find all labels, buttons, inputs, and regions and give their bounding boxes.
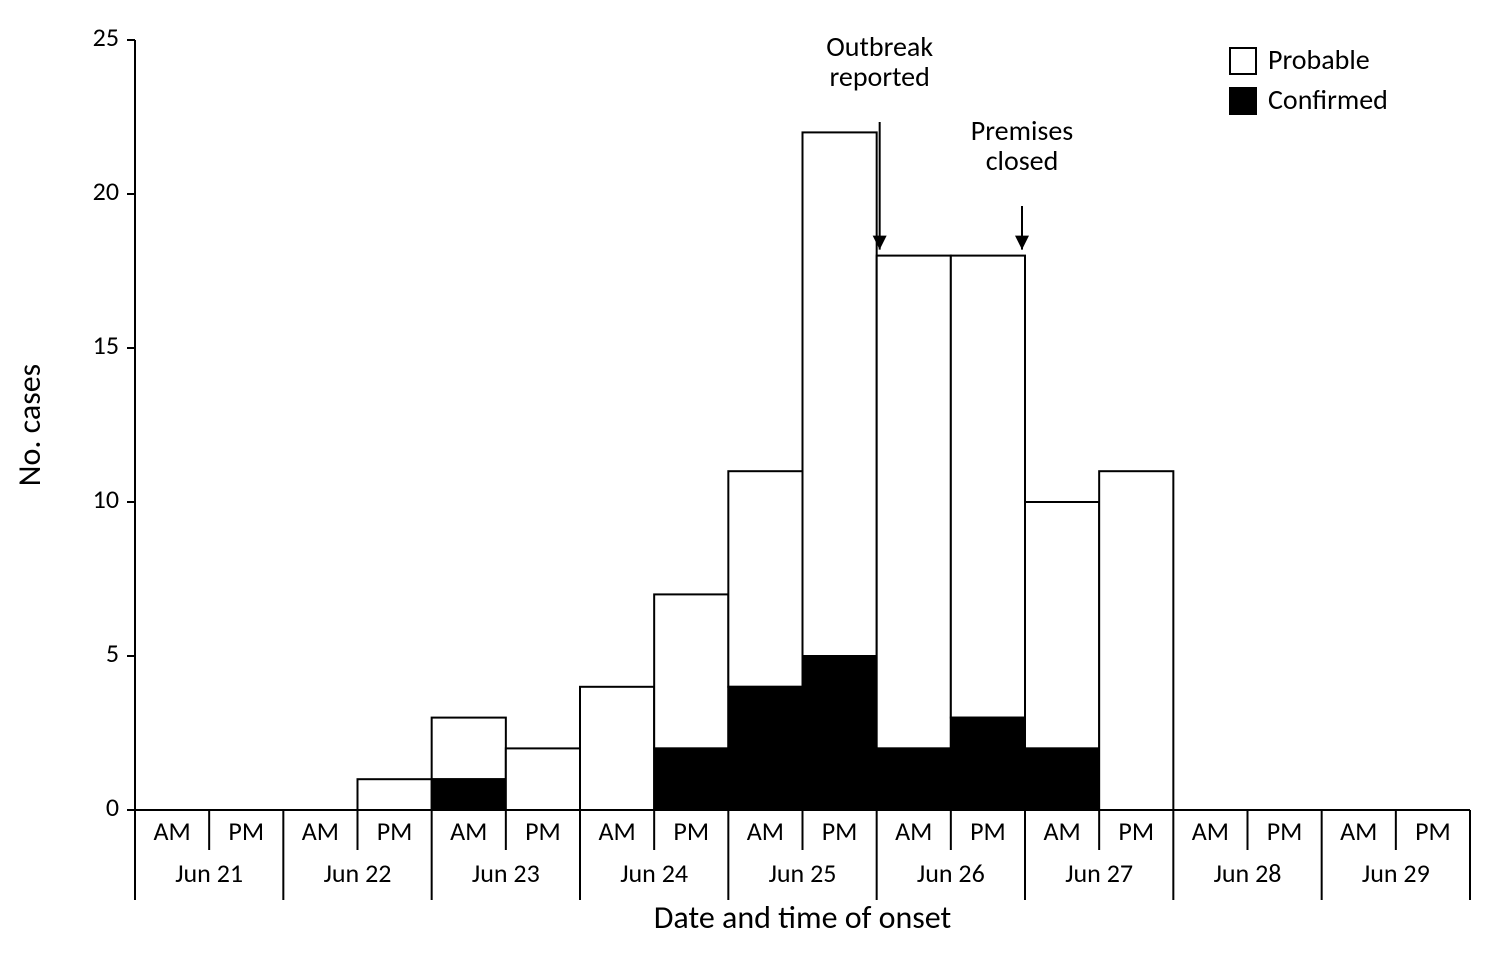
- y-tick-label: 5: [106, 637, 119, 669]
- bar-probable: [506, 748, 580, 810]
- bar-confirmed: [654, 748, 728, 810]
- legend-label: Probable: [1268, 42, 1370, 77]
- bar-probable: [728, 471, 802, 687]
- bar-confirmed: [728, 687, 802, 810]
- bar-confirmed: [1025, 748, 1099, 810]
- bar-probable: [877, 256, 951, 749]
- bar-confirmed: [877, 748, 951, 810]
- x-period-label: AM: [1043, 815, 1080, 847]
- x-period-label: AM: [1192, 815, 1229, 847]
- y-tick-label: 25: [93, 21, 119, 53]
- x-period-label: AM: [747, 815, 784, 847]
- x-day-label: Jun 23: [472, 857, 540, 889]
- annotation-text: reported: [830, 59, 930, 94]
- x-day-label: Jun 21: [175, 857, 243, 889]
- bar-probable: [951, 256, 1025, 718]
- x-day-label: Jun 28: [1214, 857, 1282, 889]
- bar-probable: [1099, 471, 1173, 810]
- x-day-label: Jun 24: [620, 857, 688, 889]
- x-period-label: PM: [525, 815, 561, 847]
- legend-swatch: [1230, 88, 1256, 114]
- x-period-label: AM: [895, 815, 932, 847]
- x-period-label: AM: [302, 815, 339, 847]
- bar-probable: [1025, 502, 1099, 748]
- x-period-label: PM: [377, 815, 413, 847]
- bar-probable: [580, 687, 654, 810]
- bar-probable: [803, 132, 877, 656]
- bar-probable: [358, 779, 432, 810]
- x-day-label: Jun 22: [324, 857, 392, 889]
- bar-probable: [432, 718, 506, 780]
- y-tick-label: 20: [93, 175, 119, 207]
- bar-confirmed: [803, 656, 877, 810]
- x-day-label: Jun 27: [1065, 857, 1133, 889]
- x-axis-title: Date and time of onset: [654, 898, 952, 937]
- x-period-label: PM: [1267, 815, 1303, 847]
- legend-label: Confirmed: [1268, 82, 1388, 117]
- x-period-label: PM: [673, 815, 709, 847]
- x-period-label: PM: [228, 815, 264, 847]
- legend-swatch: [1230, 48, 1256, 74]
- x-period-label: PM: [1118, 815, 1154, 847]
- y-axis-title: No. cases: [10, 364, 49, 486]
- x-day-label: Jun 25: [769, 857, 837, 889]
- x-period-label: AM: [450, 815, 487, 847]
- bar-confirmed: [432, 779, 506, 810]
- x-day-label: Jun 29: [1362, 857, 1430, 889]
- bar-probable: [654, 594, 728, 748]
- x-period-label: PM: [1415, 815, 1451, 847]
- y-tick-label: 10: [93, 483, 119, 515]
- x-period-label: AM: [598, 815, 635, 847]
- bar-confirmed: [951, 718, 1025, 810]
- x-period-label: PM: [822, 815, 858, 847]
- x-day-label: Jun 26: [917, 857, 985, 889]
- y-tick-label: 0: [106, 791, 119, 823]
- epidemic-curve-chart: 0 5 10 15 20 25 No. cases AM PM AM PM AM PM AM PM AM PM A…: [0, 0, 1500, 966]
- y-tick-label: 15: [93, 329, 119, 361]
- x-period-label: AM: [1340, 815, 1377, 847]
- x-period-label: AM: [153, 815, 190, 847]
- annotation-text: closed: [986, 143, 1059, 178]
- x-period-label: PM: [970, 815, 1006, 847]
- chart-container: 0 5 10 15 20 25 No. cases AM PM AM PM AM PM AM PM AM PM A…: [0, 0, 1500, 966]
